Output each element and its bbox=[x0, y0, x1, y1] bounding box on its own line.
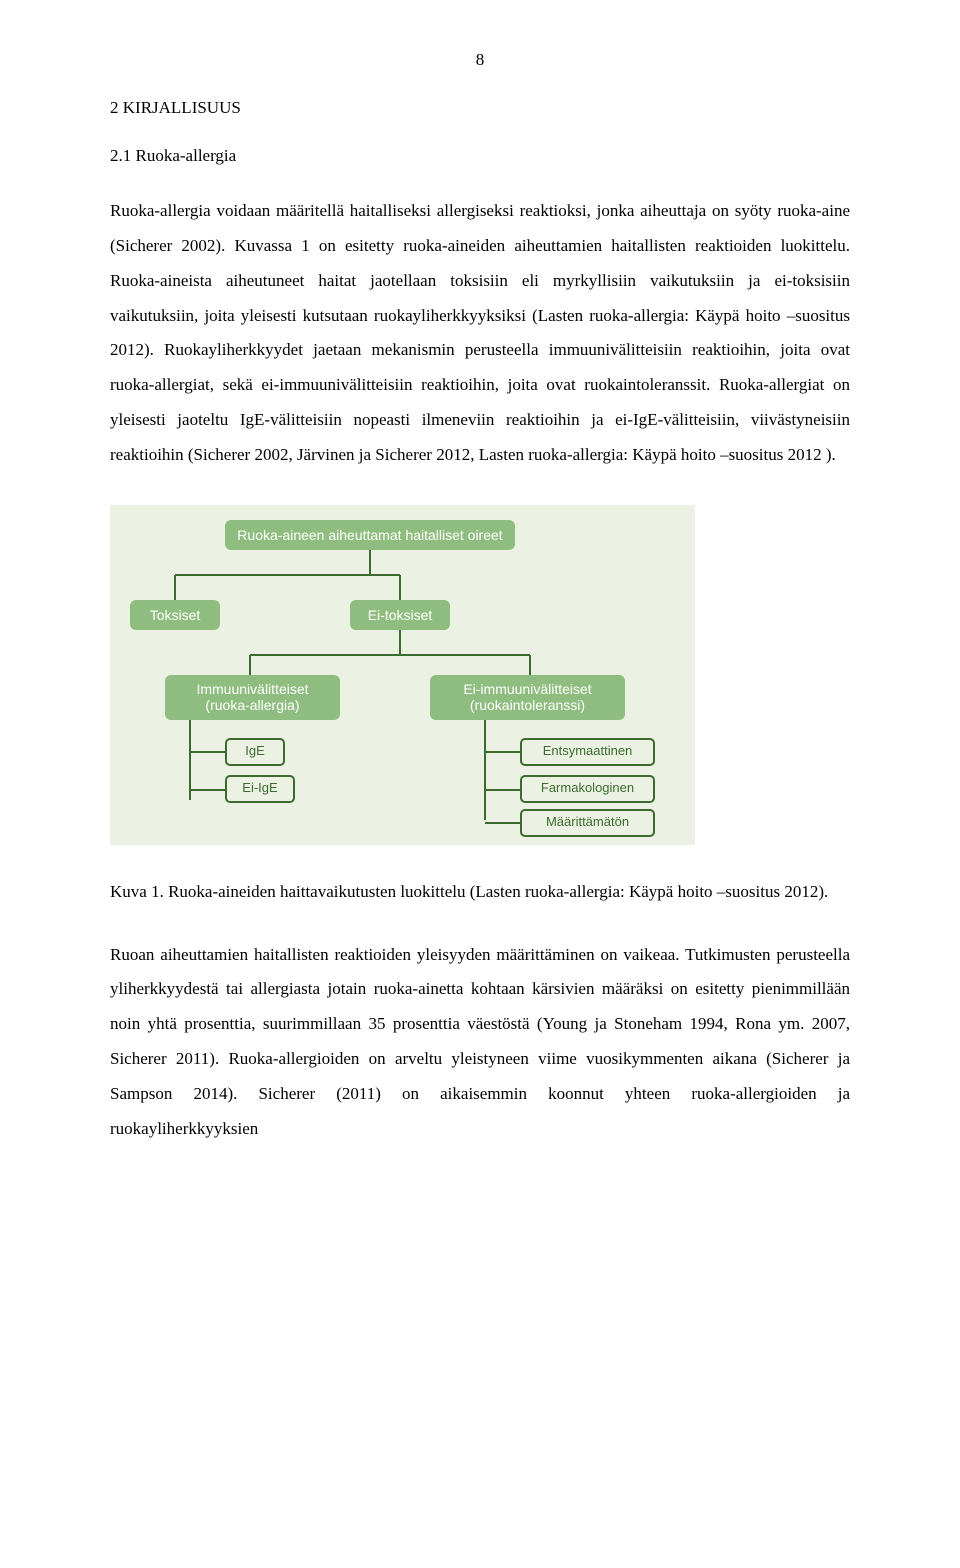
node-ige: IgE bbox=[225, 738, 285, 766]
node-immune: Immuunivälitteiset (ruoka-allergia) bbox=[165, 675, 340, 720]
node-immune-line2: (ruoka-allergia) bbox=[205, 697, 299, 713]
node-enzymatic: Entsymaattinen bbox=[520, 738, 655, 766]
classification-diagram: Ruoka-aineen aiheuttamat haitalliset oir… bbox=[110, 505, 695, 845]
node-nontoxic: Ei-toksiset bbox=[350, 600, 450, 630]
node-pharmacologic: Farmakologinen bbox=[520, 775, 655, 803]
page-number: 8 bbox=[110, 50, 850, 70]
node-ei-ige: Ei-IgE bbox=[225, 775, 295, 803]
node-immune-line1: Immuunivälitteiset bbox=[196, 681, 308, 697]
node-root: Ruoka-aineen aiheuttamat haitalliset oir… bbox=[225, 520, 515, 550]
figure-caption: Kuva 1. Ruoka-aineiden haittavaikutusten… bbox=[110, 875, 850, 910]
node-toxic: Toksiset bbox=[130, 600, 220, 630]
node-nonimmune-line2: (ruokaintoleranssi) bbox=[470, 697, 585, 713]
paragraph-1: Ruoka-allergia voidaan määritellä haital… bbox=[110, 194, 850, 473]
paragraph-2: Ruoan aiheuttamien haitallisten reaktioi… bbox=[110, 938, 850, 1147]
node-undetermined: Määrittämätön bbox=[520, 809, 655, 837]
node-nonimmune-line1: Ei-immuunivälitteiset bbox=[463, 681, 591, 697]
diagram-wrap: Ruoka-aineen aiheuttamat haitalliset oir… bbox=[110, 505, 850, 845]
heading-food-allergy: 2.1 Ruoka-allergia bbox=[110, 146, 850, 166]
node-nonimmune: Ei-immuunivälitteiset (ruokaintoleranssi… bbox=[430, 675, 625, 720]
heading-literature: 2 KIRJALLISUUS bbox=[110, 98, 850, 118]
